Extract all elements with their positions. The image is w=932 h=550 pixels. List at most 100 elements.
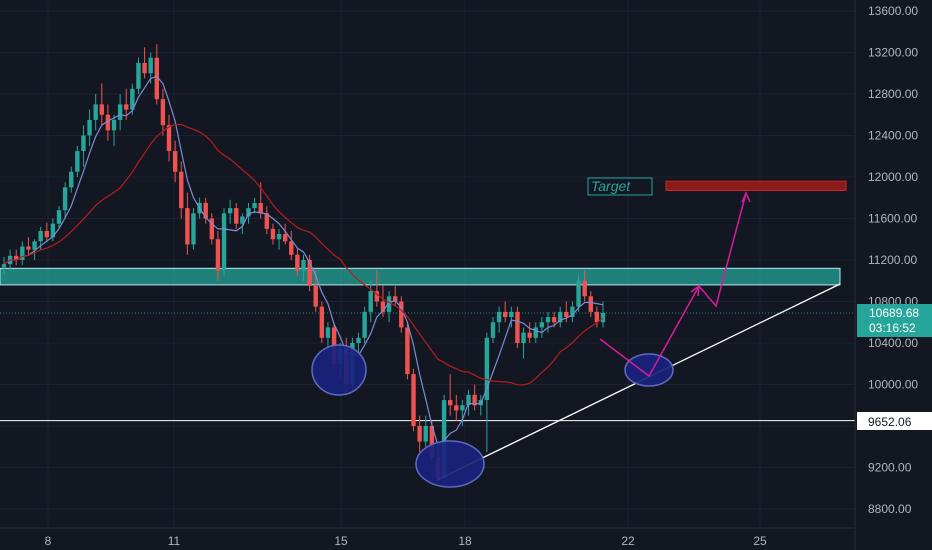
candle-body <box>533 327 538 338</box>
candle <box>136 57 141 94</box>
candle-body <box>20 246 25 260</box>
price-badge: 10689.68 03:16:52 <box>857 304 932 337</box>
candle <box>270 223 276 245</box>
candle-body <box>166 125 172 152</box>
candle-body <box>26 246 31 250</box>
candle-body <box>81 135 86 152</box>
candle <box>215 230 221 281</box>
y-tick-label: 11600.00 <box>868 212 917 226</box>
y-tick-label: 10400.00 <box>868 336 918 350</box>
candle-body <box>289 241 294 255</box>
candle <box>191 208 196 250</box>
candle-body <box>44 230 49 238</box>
candle <box>539 317 545 338</box>
candle-body <box>447 400 453 406</box>
candle <box>460 400 465 426</box>
y-tick-label: 10000.00 <box>868 378 918 392</box>
candle <box>166 114 172 162</box>
candle-body <box>374 291 380 302</box>
y-tick-label: 13200.00 <box>868 46 918 60</box>
candle-body <box>564 311 569 318</box>
candle-body <box>466 394 471 406</box>
candle-body <box>1 264 7 268</box>
candle <box>276 228 282 250</box>
candle-body <box>570 306 575 318</box>
candle-body <box>154 57 160 100</box>
candle-body <box>368 291 373 312</box>
candle-body <box>307 260 312 286</box>
candle-body <box>148 57 153 74</box>
candle-body <box>215 239 221 271</box>
candle <box>252 197 257 214</box>
candle-body <box>75 151 80 172</box>
candle <box>32 239 37 260</box>
candle-body <box>295 254 300 271</box>
candle-body <box>441 400 447 478</box>
candle <box>417 415 422 452</box>
candle <box>600 301 606 328</box>
candle <box>117 94 123 131</box>
candle <box>307 254 312 292</box>
candle-body <box>234 208 239 224</box>
candle-body <box>484 337 490 401</box>
candle <box>521 327 526 359</box>
candle-body <box>405 327 410 375</box>
candle <box>405 322 410 380</box>
candle-body <box>515 311 520 343</box>
low-ellipse-2[interactable] <box>415 440 485 488</box>
candle-body <box>527 332 532 338</box>
candle-body <box>14 255 19 260</box>
candle <box>20 241 25 266</box>
projection-ellipse[interactable] <box>624 353 674 387</box>
candle-body <box>380 301 386 312</box>
candle <box>515 306 520 349</box>
x-tick-label: 15 <box>334 534 348 548</box>
candle-body <box>325 327 331 338</box>
candle-body <box>558 311 563 323</box>
candle <box>75 145 80 177</box>
candle-body <box>429 426 435 458</box>
candle-body <box>600 312 606 323</box>
candle-body <box>539 322 545 328</box>
candle <box>124 88 129 120</box>
candle-body <box>69 171 74 188</box>
candle <box>411 368 416 432</box>
candle <box>209 213 215 245</box>
candle <box>154 44 160 105</box>
time-axis[interactable]: 8 11 15 18 22 25 <box>45 534 767 548</box>
candle <box>545 311 551 333</box>
projection-path[interactable] <box>599 191 751 378</box>
target-zone[interactable] <box>665 180 847 191</box>
level-badge-value: 9652.06 <box>868 415 912 429</box>
price-axis[interactable]: 13600.00 13200.00 12800.00 12400.00 12000.00… <box>868 4 918 516</box>
resistance-zone[interactable] <box>0 267 841 286</box>
candle-body <box>313 285 318 307</box>
candle-body <box>93 104 98 120</box>
y-tick-label: 8800.00 <box>868 502 912 516</box>
candle <box>264 206 270 235</box>
candle-body <box>203 202 208 219</box>
candle <box>380 285 386 318</box>
candle <box>564 301 569 323</box>
candle-body <box>545 317 551 323</box>
candle-body <box>399 301 404 328</box>
candle <box>26 237 31 255</box>
candle-body <box>221 213 227 271</box>
candle-body <box>179 171 184 209</box>
target-label[interactable]: Target <box>587 177 653 196</box>
candle <box>447 374 453 416</box>
candle <box>240 213 245 235</box>
candle-body <box>282 234 288 242</box>
candles <box>1 44 606 484</box>
candle-body <box>209 218 215 240</box>
low-ellipse-1[interactable] <box>311 344 367 396</box>
x-tick-label: 8 <box>45 534 52 548</box>
candle <box>362 306 367 343</box>
candle-body <box>362 311 367 338</box>
candle-body <box>105 114 111 131</box>
y-tick-label: 11200.00 <box>868 253 917 267</box>
y-tick-label: 13600.00 <box>868 4 918 18</box>
candle <box>142 47 147 79</box>
candle <box>50 218 56 242</box>
